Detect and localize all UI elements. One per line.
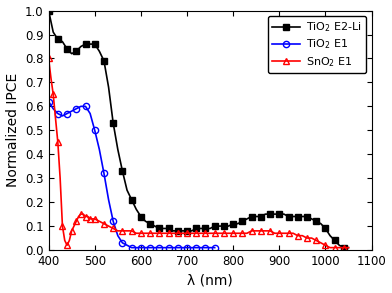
SnO$_2$ E1	[62, 239, 67, 242]
TiO$_2$ E1	[56, 112, 60, 115]
Y-axis label: Normalized IPCE: Normalized IPCE	[5, 73, 20, 188]
TiO$_2$ E2-Li	[323, 227, 328, 230]
Line: TiO$_2$ E1: TiO$_2$ E1	[45, 98, 218, 251]
TiO$_2$ E2-Li	[46, 9, 51, 12]
TiO$_2$ E2-Li	[341, 246, 346, 249]
TiO$_2$ E2-Li	[281, 212, 286, 216]
TiO$_2$ E2-Li	[69, 52, 74, 55]
X-axis label: λ (nm): λ (nm)	[187, 273, 233, 287]
TiO$_2$ E1	[171, 246, 176, 249]
TiO$_2$ E1	[88, 112, 93, 115]
SnO$_2$ E1	[328, 246, 332, 249]
TiO$_2$ E1	[148, 246, 152, 249]
Line: SnO$_2$ E1: SnO$_2$ E1	[46, 56, 351, 251]
SnO$_2$ E1	[277, 231, 281, 235]
TiO$_2$ E1	[106, 198, 111, 202]
TiO$_2$ E2-Li	[120, 169, 125, 173]
TiO$_2$ E1	[198, 246, 203, 249]
TiO$_2$ E1	[162, 246, 166, 249]
TiO$_2$ E1	[189, 246, 194, 249]
TiO$_2$ E2-Li	[138, 215, 143, 218]
SnO$_2$ E1	[231, 231, 236, 235]
TiO$_2$ E1	[203, 246, 208, 249]
TiO$_2$ E1	[134, 246, 139, 249]
SnO$_2$ E1	[46, 57, 51, 60]
TiO$_2$ E1	[185, 246, 189, 249]
SnO$_2$ E1	[346, 246, 351, 249]
SnO$_2$ E1	[221, 231, 226, 235]
Line: TiO$_2$ E2-Li: TiO$_2$ E2-Li	[45, 7, 352, 251]
TiO$_2$ E1	[120, 241, 125, 245]
TiO$_2$ E1	[102, 172, 106, 175]
TiO$_2$ E1	[65, 112, 69, 115]
TiO$_2$ E1	[194, 246, 199, 249]
TiO$_2$ E1	[51, 107, 56, 110]
TiO$_2$ E1	[116, 234, 120, 237]
TiO$_2$ E1	[93, 129, 97, 132]
TiO$_2$ E1	[97, 148, 102, 151]
TiO$_2$ E1	[125, 243, 129, 247]
TiO$_2$ E1	[46, 100, 51, 103]
TiO$_2$ E1	[69, 109, 74, 113]
TiO$_2$ E2-Li	[346, 246, 351, 249]
TiO$_2$ E1	[176, 246, 180, 249]
TiO$_2$ E1	[111, 219, 116, 223]
SnO$_2$ E1	[120, 229, 125, 233]
TiO$_2$ E1	[143, 246, 148, 249]
TiO$_2$ E1	[157, 246, 162, 249]
TiO$_2$ E1	[208, 246, 212, 249]
TiO$_2$ E1	[74, 107, 79, 110]
TiO$_2$ E1	[83, 105, 88, 108]
TiO$_2$ E1	[60, 114, 65, 118]
TiO$_2$ E1	[138, 246, 143, 249]
Legend: TiO$_2$ E2-Li, TiO$_2$ E1, SnO$_2$ E1: TiO$_2$ E2-Li, TiO$_2$ E1, SnO$_2$ E1	[268, 16, 366, 73]
TiO$_2$ E2-Li	[176, 229, 180, 233]
SnO$_2$ E1	[180, 231, 185, 235]
TiO$_2$ E1	[212, 246, 217, 249]
TiO$_2$ E1	[152, 246, 157, 249]
TiO$_2$ E1	[78, 105, 83, 108]
TiO$_2$ E1	[129, 246, 134, 249]
TiO$_2$ E1	[180, 246, 185, 249]
TiO$_2$ E1	[166, 246, 171, 249]
